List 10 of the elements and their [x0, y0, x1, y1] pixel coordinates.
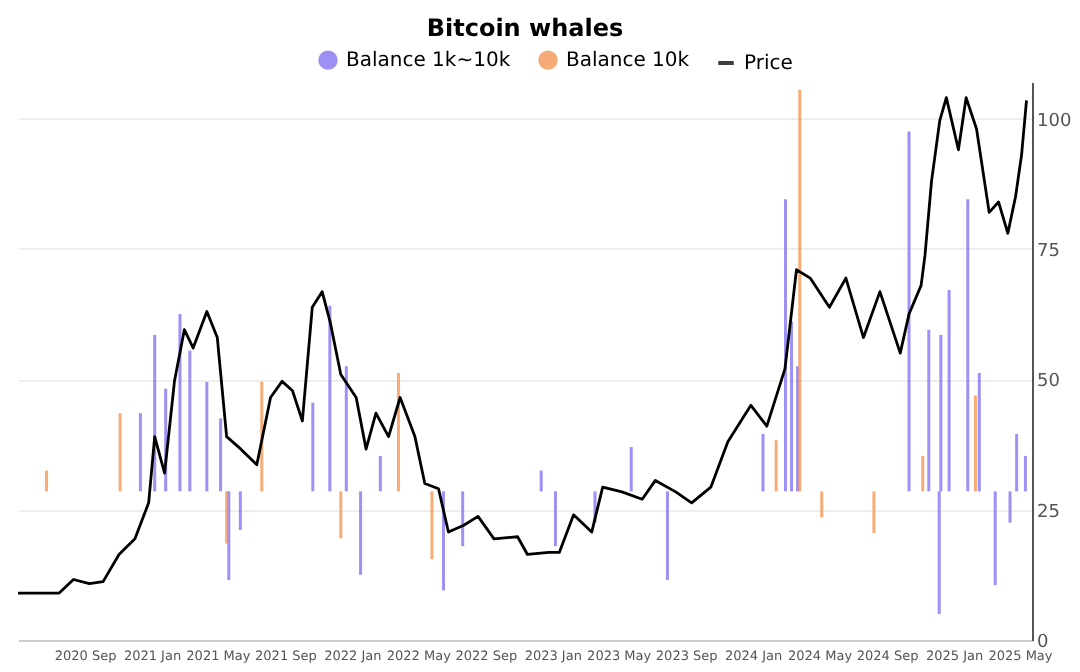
legend-label: Balance 10k: [566, 50, 690, 73]
y-tick-label: 50: [1037, 372, 1061, 393]
y-tick-label: 0: [1037, 633, 1049, 653]
chart-title: Bitcoin whales: [426, 14, 624, 42]
y-tick-label: 75: [1037, 241, 1060, 262]
y-tick-label: 25: [1037, 502, 1060, 523]
legend-label: Balance 1k~10k: [346, 50, 511, 73]
y-tick-label: 100: [1037, 111, 1072, 132]
legend-label: Price: [744, 53, 793, 75]
line-series: [16, 96, 1028, 595]
